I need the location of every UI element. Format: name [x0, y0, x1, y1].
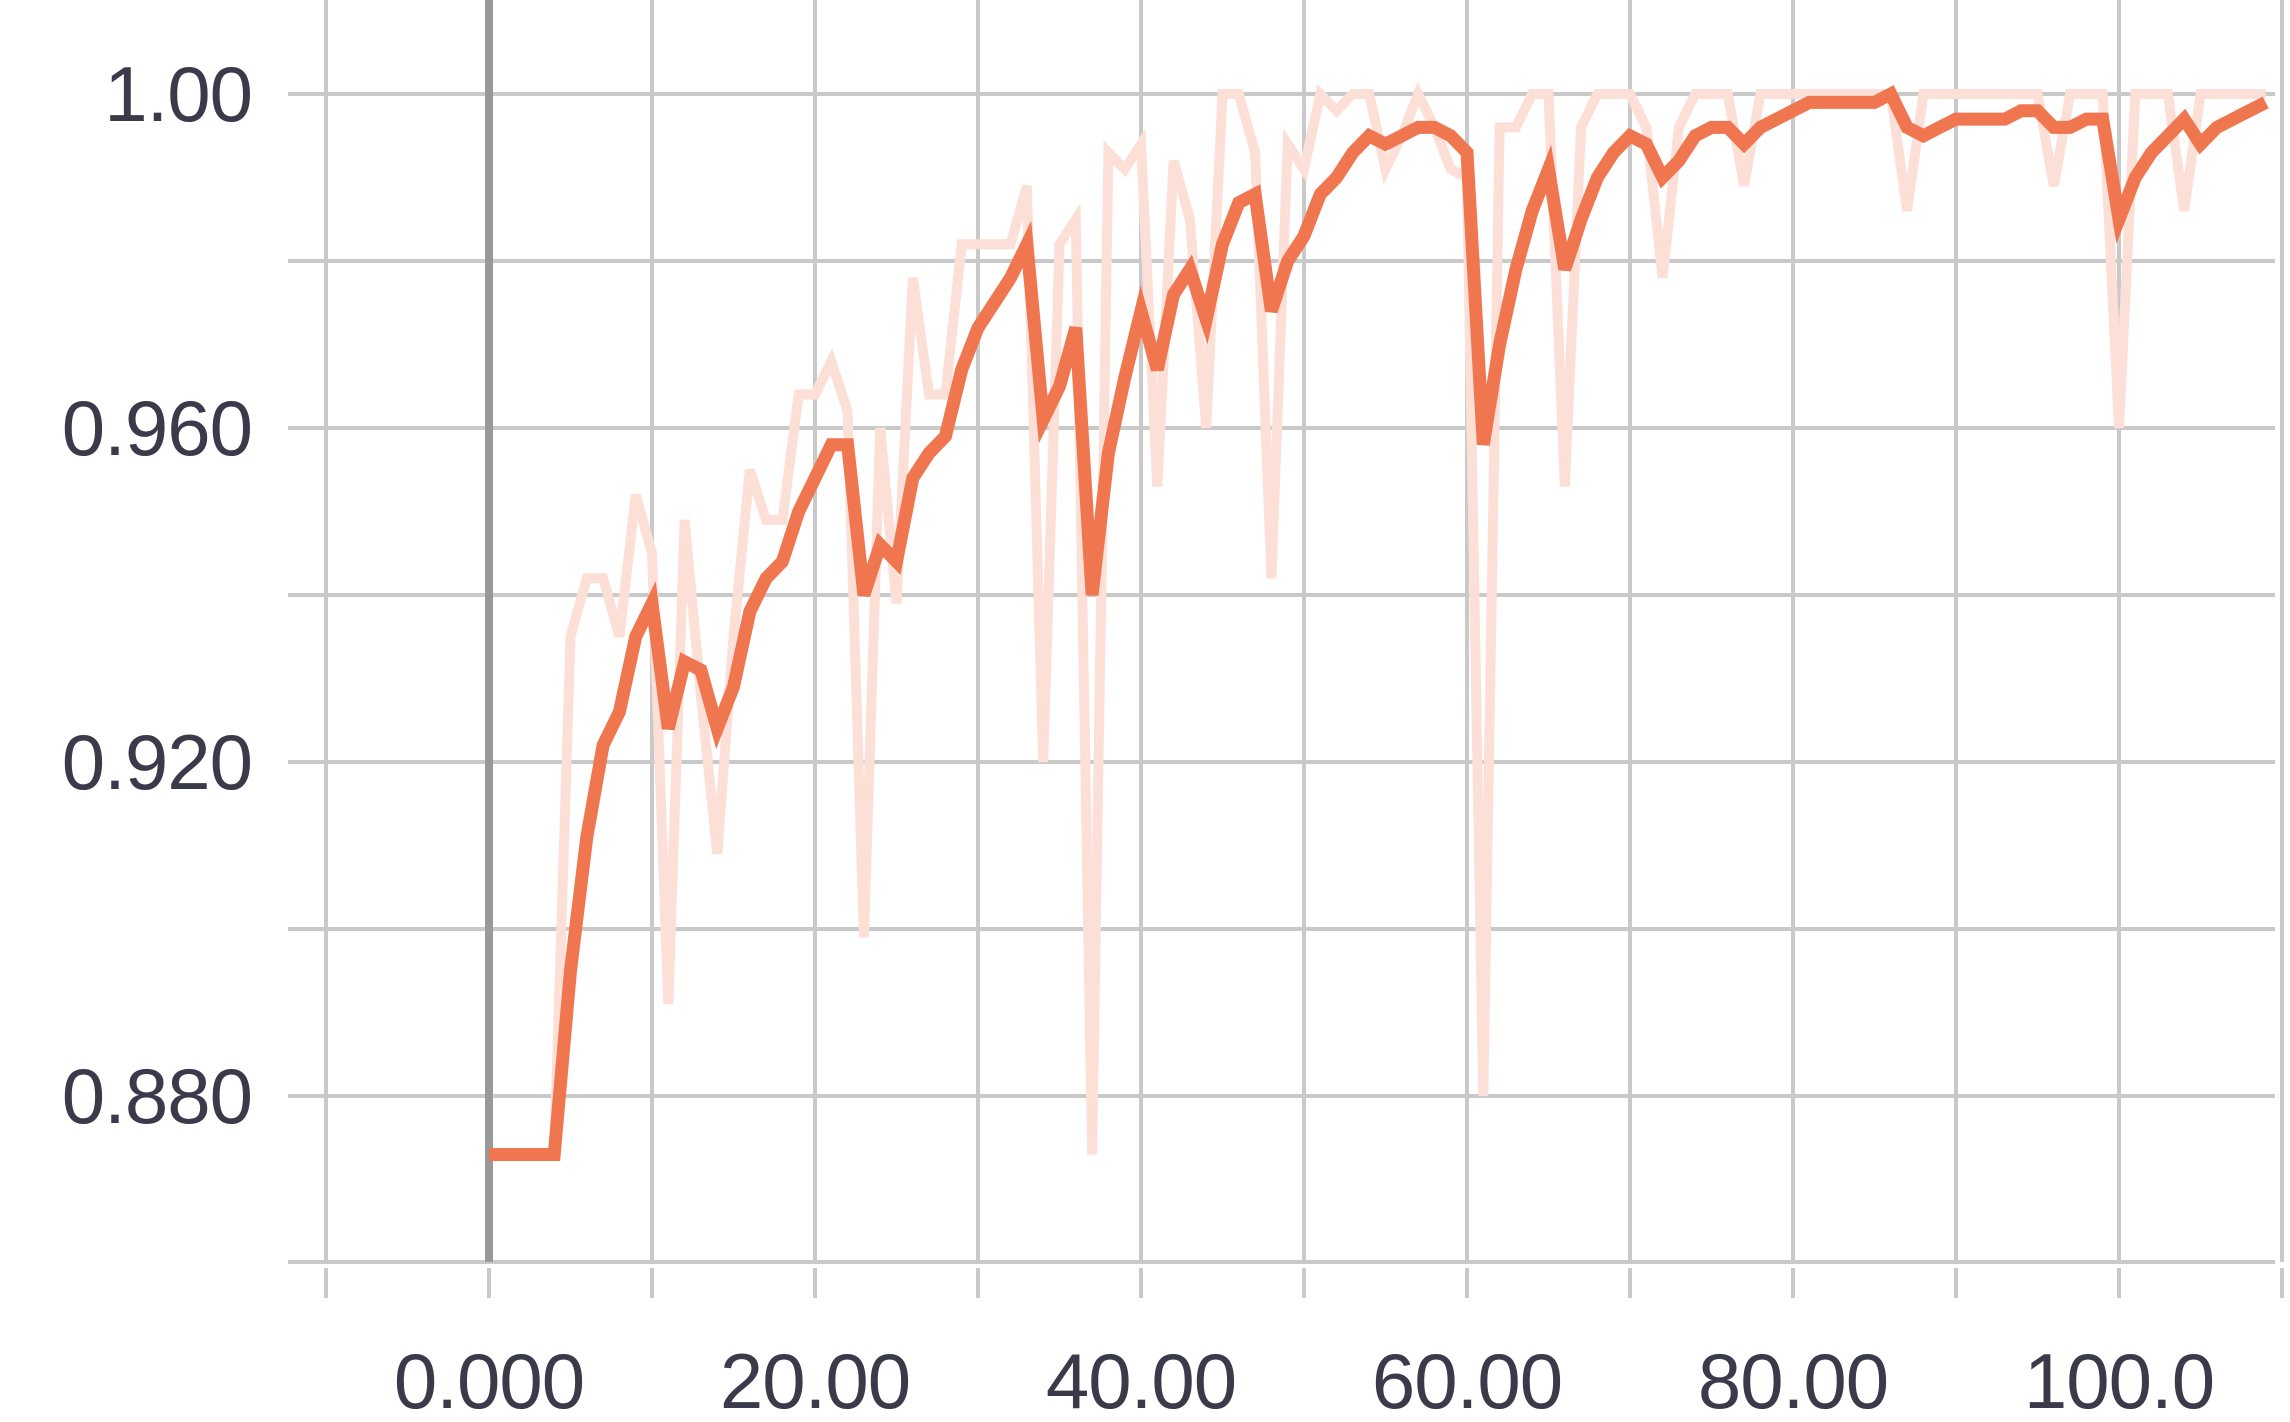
y-tick-label: 0.880 [62, 1052, 252, 1140]
smoothed-series-line [489, 85, 2269, 1161]
x-tick-label: 60.00 [1372, 1337, 1562, 1422]
y-tick-label: 0.960 [62, 384, 252, 472]
x-tick-label: 100.0 [2024, 1337, 2214, 1422]
series-lines [489, 81, 2269, 1161]
tick-labels: 0.880 0.920 0.960 1.00 0.000 20.00 40.00 60.00 8… [62, 50, 2215, 1422]
raw-series-line [489, 81, 2266, 1160]
y-tick-label: 1.00 [104, 50, 252, 138]
x-tick-label: 20.00 [720, 1337, 910, 1422]
x-tick-label: 0.000 [394, 1337, 584, 1422]
x-tick-label: 40.00 [1046, 1337, 1236, 1422]
y-tick-label: 0.920 [62, 718, 252, 806]
x-tick-label: 80.00 [1698, 1337, 1888, 1422]
axis-ticks [324, 1268, 2284, 1298]
